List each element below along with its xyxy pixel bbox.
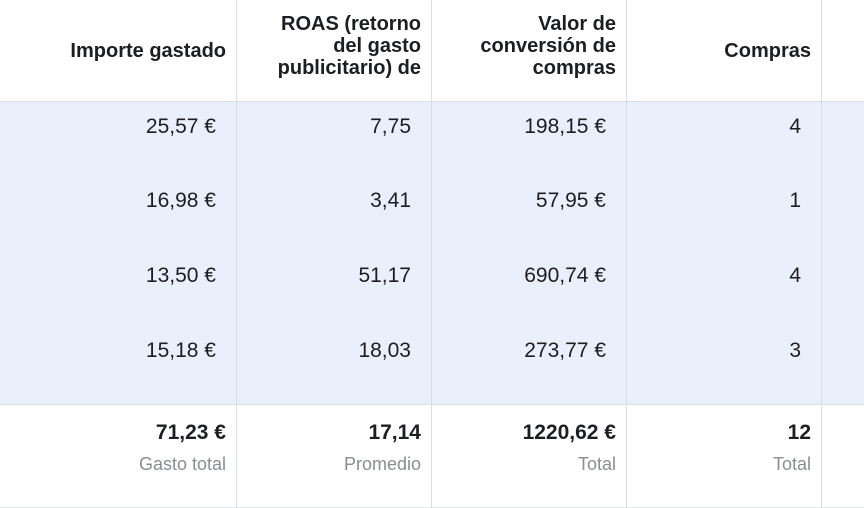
cell-conversion-value: 273,77 € <box>524 339 606 362</box>
table-body <box>0 102 864 405</box>
cell-purchases: 4 <box>789 115 801 138</box>
cell-spend: 25,57 € <box>145 115 216 138</box>
cell-roas: 3,41 <box>370 189 411 212</box>
column-header-conversion-value[interactable]: Valor de conversión de compras <box>456 13 616 79</box>
total-roas-label: Promedio <box>343 454 421 474</box>
column-divider <box>626 0 627 508</box>
column-divider <box>821 0 822 508</box>
total-purchases-label: Total <box>772 454 811 474</box>
table-footer-row <box>0 405 864 508</box>
total-spend-label: Gasto total <box>138 454 226 474</box>
cell-purchases: 4 <box>789 264 801 287</box>
cell-spend: 15,18 € <box>145 339 216 362</box>
total-conversion-value: 1220,62 € <box>522 421 616 444</box>
total-roas-value: 17,14 <box>368 421 421 444</box>
cell-roas: 18,03 <box>358 339 411 362</box>
cell-spend: 16,98 € <box>145 189 216 212</box>
cell-spend: 13,50 € <box>145 264 216 287</box>
cell-purchases: 3 <box>789 339 801 362</box>
cell-roas: 7,75 <box>370 115 411 138</box>
cell-roas: 51,17 <box>358 264 411 287</box>
column-header-conversion-value-label: Valor de conversión de compras <box>480 13 616 79</box>
column-header-purchases[interactable]: Compras <box>724 40 811 62</box>
column-header-roas[interactable]: ROAS (retorno del gasto publicitario) de <box>251 13 421 79</box>
column-header-spend[interactable]: Importe gastado <box>70 40 226 62</box>
table-header-row: Importe gastado ROAS (retorno del gasto … <box>0 0 864 102</box>
column-divider <box>236 0 237 508</box>
total-conversion-label: Total <box>577 454 616 474</box>
total-purchases-value: 12 <box>787 421 811 444</box>
cell-conversion-value: 57,95 € <box>535 189 606 212</box>
column-divider <box>431 0 432 508</box>
cell-conversion-value: 198,15 € <box>524 115 606 138</box>
total-spend-value: 71,23 € <box>155 421 226 444</box>
column-header-roas-label: ROAS (retorno del gasto publicitario) de <box>277 13 421 79</box>
cell-purchases: 1 <box>789 189 801 212</box>
cell-conversion-value: 690,74 € <box>524 264 606 287</box>
